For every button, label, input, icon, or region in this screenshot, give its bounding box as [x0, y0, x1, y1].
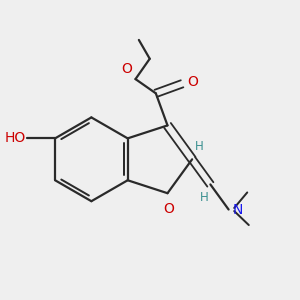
- Text: O: O: [122, 62, 132, 76]
- Text: H: H: [200, 190, 208, 203]
- Text: O: O: [164, 202, 175, 216]
- Text: O: O: [188, 75, 199, 89]
- Text: N: N: [232, 202, 243, 217]
- Text: HO: HO: [4, 131, 26, 146]
- Text: H: H: [195, 140, 203, 153]
